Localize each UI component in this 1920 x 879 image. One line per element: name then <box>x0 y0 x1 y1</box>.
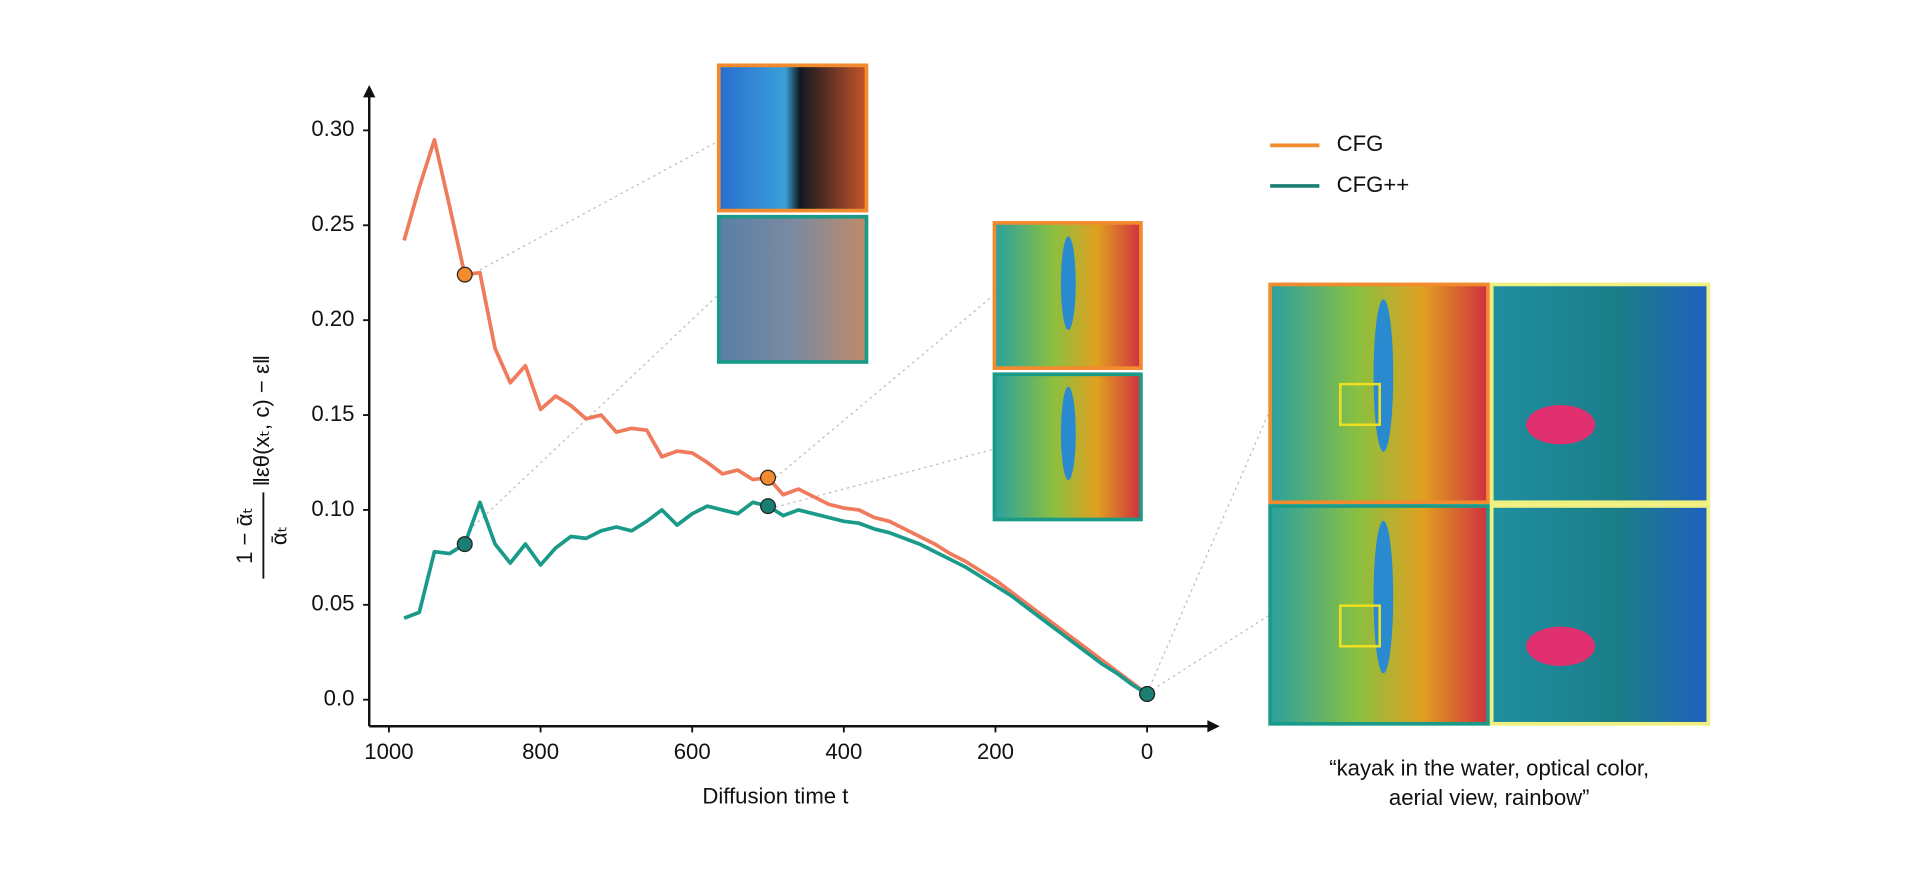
image-cfg-900 <box>716 63 869 213</box>
y-axis-arrow <box>363 85 376 98</box>
highlight-point <box>456 536 473 553</box>
highlight-point <box>456 266 473 283</box>
x-axis-arrow <box>1207 720 1220 733</box>
x-tick-label: 200 <box>977 739 1014 764</box>
caption: “kayak in the water, optical color, aeria… <box>1329 755 1649 810</box>
zoom-box <box>1339 382 1381 426</box>
y-axis-label: 1 − ᾱₜ ᾱₜ ‖εθ(xₜ, c) − ε‖ <box>232 355 291 579</box>
kayak <box>1373 299 1394 452</box>
series-line <box>403 500 1149 696</box>
y-tick-label: 0.0 <box>324 686 355 711</box>
zoom-box <box>1339 604 1381 648</box>
image-cfgpp-900 <box>716 214 869 364</box>
y-tick-label: 0.30 <box>311 116 354 141</box>
sample-images <box>716 63 1711 726</box>
y-tick-label: 0.25 <box>311 211 354 236</box>
legend-label: CFG <box>1337 131 1384 156</box>
y-tick-label: 0.20 <box>311 306 354 331</box>
legend-label: CFG++ <box>1337 172 1410 197</box>
paddle <box>1526 626 1596 666</box>
y-tick-label: 0.05 <box>311 591 354 616</box>
kayak <box>1060 386 1076 481</box>
x-tick-label: 800 <box>522 739 559 764</box>
highlight-point <box>760 498 777 515</box>
series-line <box>402 138 1149 696</box>
y-label-denominator: ᾱₜ <box>266 526 291 545</box>
highlight-point <box>760 469 777 486</box>
x-tick-label: 400 <box>825 739 862 764</box>
zoom-cfg <box>1489 282 1711 505</box>
kayak <box>1060 236 1076 330</box>
zoom-cfgpp <box>1489 504 1711 726</box>
x-tick-label: 0 <box>1141 739 1153 764</box>
x-tick-label: 1000 <box>364 739 413 764</box>
highlight-point <box>1139 686 1156 703</box>
y-tick-label: 0.10 <box>311 496 354 521</box>
kayak <box>1373 520 1394 674</box>
plot: 0.0 0.05 0.10 0.15 0.20 0.25 0.30 1000 800 600 400… <box>311 85 1409 764</box>
paddle <box>1526 405 1596 445</box>
y-label-numerator: 1 − ᾱₜ <box>232 507 257 564</box>
x-axis-label: Diffusion time t <box>702 783 848 808</box>
y-tick-label: 0.15 <box>311 401 354 426</box>
x-tick-label: 600 <box>674 739 711 764</box>
y-label-norm: ‖εθ(xₜ, c) − ε‖ <box>249 355 274 486</box>
